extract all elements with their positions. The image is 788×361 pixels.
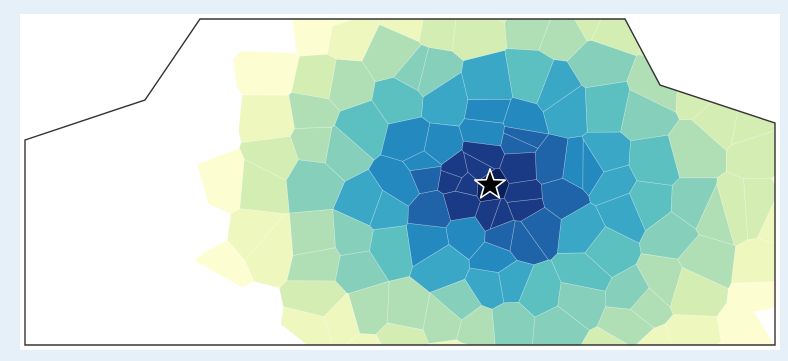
voronoi-cell (459, 342, 506, 345)
voronoi-cell (102, 191, 166, 239)
voronoi-cell (238, 94, 295, 144)
voronoi-cell (518, 259, 562, 318)
voronoi-cell (25, 330, 74, 345)
marker-layer (473, 168, 507, 199)
voronoi-cell (531, 305, 590, 345)
voronoi-cell (232, 50, 300, 96)
voronoi-cell (174, 321, 232, 345)
star-icon (473, 168, 507, 199)
voronoi-cell (371, 77, 424, 125)
voronoi-cell (440, 149, 469, 179)
voronoi-cell (726, 281, 775, 313)
voronoi-cell (725, 128, 775, 179)
voronoi-cell (288, 91, 341, 129)
voronoi-cell (188, 203, 232, 253)
voronoi-cell (595, 192, 646, 244)
voronoi-cell (534, 133, 569, 185)
voronoi-cell (520, 207, 562, 261)
voronoi-cell (536, 59, 583, 113)
voronoi-cell (329, 333, 392, 345)
voronoi-cell (25, 135, 46, 203)
voronoi-cell (227, 208, 286, 262)
voronoi-cell (409, 166, 442, 195)
voronoi-cell (288, 208, 336, 256)
voronoi-cell (588, 164, 638, 207)
voronoi-cell (290, 126, 333, 164)
voronoi-cell (730, 237, 775, 284)
voronoi-cell (573, 326, 635, 345)
voronoi-cell (638, 211, 700, 260)
voronoi-cell (244, 212, 294, 289)
voronoi-cell (429, 278, 483, 321)
voronoi-cell (461, 140, 505, 170)
voronoi-cell (584, 81, 631, 133)
voronoi-cell (274, 323, 329, 345)
voronoi-cell (280, 306, 336, 345)
voronoi-cell (70, 315, 129, 345)
voronoi-cell (291, 53, 337, 100)
region-outline (24, 18, 776, 346)
voronoi-cell (323, 292, 361, 345)
voronoi-cell (451, 19, 508, 62)
voronoi-cell (37, 145, 83, 202)
voronoi-cell (420, 339, 462, 345)
voronoi-cell (689, 341, 730, 345)
voronoi-cell (491, 301, 536, 345)
voronoi-cell (230, 324, 282, 345)
voronoi-cell (407, 189, 452, 229)
voronoi-cell (422, 292, 462, 344)
